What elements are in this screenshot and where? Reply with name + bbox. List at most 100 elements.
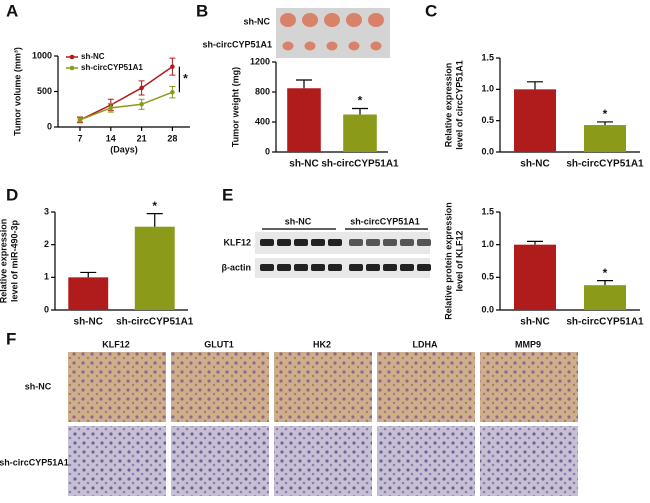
ihc-image — [171, 352, 269, 422]
x-tick-label: sh-circCYP51A1 — [116, 317, 194, 328]
y-axis-label: Relative protein expression — [443, 202, 453, 320]
panel-letter: D — [6, 185, 18, 204]
blot-band-label: β-actin — [222, 262, 252, 272]
x-tick-label: sh-NC — [74, 317, 103, 328]
y-axis-label: level of KLF12 — [454, 230, 464, 291]
tumor — [370, 41, 382, 51]
band — [311, 264, 325, 271]
y-tick-label: 2 — [44, 239, 49, 249]
y-tick-label: 1200 — [250, 56, 270, 66]
ihc-image — [274, 426, 372, 496]
blot-band-label: KLF12 — [223, 237, 251, 247]
significance: * — [603, 266, 608, 280]
photo-row-label: sh-NC — [244, 16, 271, 26]
ihc-column-label: MMP9 — [515, 339, 541, 349]
band — [383, 264, 397, 271]
x-tick-label: 7 — [77, 133, 82, 143]
tumor — [324, 13, 340, 27]
band — [349, 264, 363, 271]
y-tick-label: 0 — [47, 121, 52, 131]
ihc-image — [377, 426, 475, 496]
y-tick-label: 400 — [255, 116, 270, 126]
error-bar — [146, 213, 163, 227]
band — [400, 264, 414, 271]
ihc-row-label: sh-circCYP51A1 — [0, 457, 69, 467]
band — [400, 239, 414, 246]
y-tick-label: 800 — [255, 86, 270, 96]
x-tick-label: sh-circCYP51A1 — [566, 159, 644, 170]
y-tick-label: 1000 — [32, 50, 52, 60]
x-tick-label: sh-circCYP51A1 — [321, 159, 399, 170]
y-tick-label: 0 — [265, 146, 270, 156]
blot-strip — [255, 232, 430, 254]
y-tick-label: 500 — [37, 86, 52, 96]
line — [79, 91, 173, 121]
band — [383, 239, 397, 246]
ihc-column-label: KLF12 — [102, 339, 130, 349]
y-axis-label: Tumor volume (mm³) — [12, 47, 22, 136]
y-tick-label: 0 — [44, 304, 49, 314]
x-tick-label: 21 — [137, 133, 147, 143]
marker — [170, 89, 175, 95]
band — [349, 239, 363, 246]
bar — [343, 114, 377, 152]
ihc-column-label: GLUT1 — [204, 339, 234, 349]
marker — [139, 85, 144, 91]
marker — [108, 105, 114, 111]
blot-strip — [255, 258, 430, 278]
tumor — [368, 13, 384, 27]
ihc-image — [377, 352, 475, 422]
panel-letter: E — [222, 185, 233, 204]
ihc-image — [480, 352, 578, 422]
y-tick-label: 0.0 — [481, 146, 494, 156]
bar — [287, 88, 321, 152]
marker — [139, 101, 144, 107]
error-bar — [597, 280, 613, 286]
blot-group: sh-circCYP51A1 — [350, 216, 420, 226]
ihc-column-label: LDHA — [413, 339, 438, 349]
y-axis-label: Tumor weight (mg) — [230, 67, 240, 147]
bar — [514, 89, 556, 152]
tumor — [282, 41, 294, 51]
y-tick-label: 1.5 — [481, 52, 494, 62]
significance: * — [603, 107, 608, 121]
x-axis-label: (Days) — [110, 144, 138, 154]
error-bar — [352, 107, 368, 115]
y-axis-label: Relative expression — [443, 63, 453, 148]
legend-label: sh-NC — [81, 52, 105, 61]
ihc-row-label: sh-NC — [25, 381, 52, 391]
error-bar — [527, 240, 543, 245]
band — [311, 239, 325, 246]
y-tick-label: 1.0 — [481, 84, 494, 94]
error-bar — [527, 81, 543, 90]
legend-marker — [69, 65, 75, 71]
bar — [68, 277, 109, 310]
ihc-image — [480, 426, 578, 496]
y-axis-label: level of miR-490-3p — [9, 219, 19, 302]
y-tick-label: 3 — [44, 206, 49, 216]
panel-letter: A — [6, 1, 18, 20]
tumor — [348, 41, 360, 51]
ihc-image — [171, 426, 269, 496]
bar — [134, 226, 175, 310]
significance: * — [183, 72, 188, 86]
significance: * — [152, 199, 157, 213]
panel-letter: B — [196, 1, 208, 20]
bar — [584, 285, 626, 310]
band — [260, 264, 274, 271]
error-bar — [597, 121, 613, 126]
band — [366, 239, 380, 246]
ihc-image — [68, 426, 166, 496]
band — [294, 264, 308, 271]
y-tick-label: 1 — [44, 272, 49, 282]
tumor — [280, 13, 296, 27]
y-tick-label: 0.5 — [481, 272, 494, 282]
marker — [77, 117, 83, 123]
band — [277, 264, 291, 271]
band — [294, 239, 308, 246]
band — [328, 264, 342, 271]
ihc-image — [274, 352, 372, 422]
y-tick-label: 0.0 — [481, 304, 494, 314]
x-tick-label: sh-NC — [289, 159, 318, 170]
